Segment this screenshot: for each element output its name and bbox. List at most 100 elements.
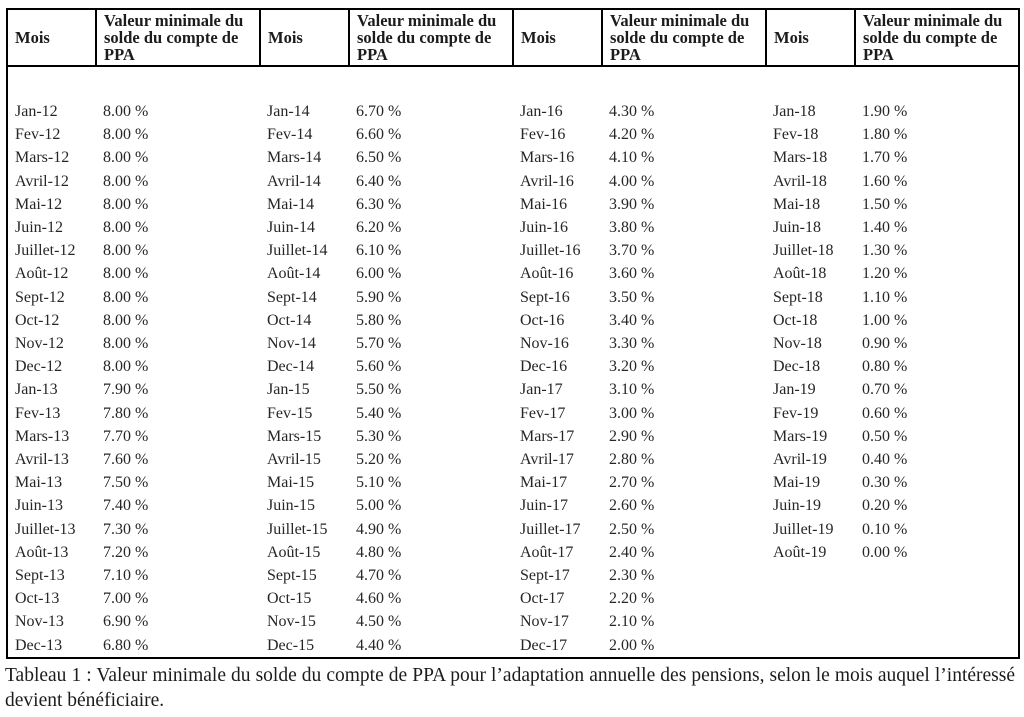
month-cell: Juin-12: [15, 219, 63, 237]
month-cell: Juillet-19: [773, 520, 834, 538]
month-cell: Août-12: [15, 265, 69, 283]
spacer-row: [7, 66, 1019, 100]
value-cell: 4.90 %: [356, 520, 402, 538]
month-cell: Jan-14: [267, 103, 310, 120]
value-cell: 8.00 %: [103, 149, 149, 167]
table-row: Juin-12 8.00 % Juin-14 6.20 % Juin-16 3.80 % J…: [7, 216, 1019, 239]
month-cell: Mars-12: [15, 149, 70, 167]
month-cell: Avril-16: [520, 172, 574, 190]
month-cell: Avril-19: [773, 451, 827, 469]
month-cell: Juillet-18: [773, 242, 834, 260]
month-cell: [766, 610, 855, 633]
month-cell: Mai-14: [267, 195, 315, 213]
month-cell: Sept-12: [15, 288, 65, 306]
value-cell: 3.30 %: [609, 335, 655, 353]
header-mois-3: Mois: [512, 8, 603, 67]
month-cell: Avril-15: [267, 451, 321, 469]
table-row: Mars-12 8.00 % Mars-14 6.50 % Mars-16 4.10 % M…: [7, 146, 1019, 169]
month-cell: Mars-16: [520, 149, 575, 167]
month-cell: Oct-16: [520, 311, 565, 329]
value-cell: 0.00 %: [862, 543, 908, 561]
month-cell: Nov-16: [520, 335, 569, 353]
month-cell: Avril-14: [267, 172, 321, 190]
month-cell: Mars-13: [15, 427, 70, 445]
month-cell: Avril-13: [15, 451, 69, 469]
value-cell: 8.00 %: [103, 195, 149, 213]
table-row: Juillet-12 8.00 % Juillet-14 6.10 % Juillet-…: [7, 239, 1019, 262]
value-cell: 3.10 %: [609, 381, 655, 399]
table-row: Juin-13 7.40 % Juin-15 5.00 % Juin-17 2.60 % J…: [7, 494, 1019, 517]
header-mois-2: Mois: [259, 8, 350, 67]
value-cell: 6.30 %: [356, 195, 402, 213]
value-cell: 4.30 %: [609, 103, 655, 120]
month-cell: Jan-15: [267, 381, 310, 399]
table-row: Mai-12 8.00 % Mai-14 6.30 % Mai-16 3.90 % Mai-…: [7, 193, 1019, 216]
month-cell: Jan-13: [15, 381, 58, 399]
month-cell: Oct-13: [15, 590, 60, 608]
month-cell: Oct-18: [773, 311, 818, 329]
month-cell: Fev-19: [773, 404, 819, 422]
value-cell: 4.40 %: [356, 636, 402, 654]
header-value-3: Valeur minimale du solde du compte de PP…: [601, 8, 767, 67]
value-cell: 7.70 %: [103, 427, 149, 445]
value-cell: 6.20 %: [356, 219, 402, 237]
value-cell: 1.20 %: [862, 265, 908, 283]
value-cell: 2.00 %: [609, 636, 655, 654]
value-cell: 4.00 %: [609, 172, 655, 190]
month-cell: Oct-15: [267, 590, 312, 608]
month-cell: Mars-15: [267, 427, 322, 445]
value-cell: 0.20 %: [862, 497, 908, 515]
value-cell: 0.10 %: [862, 520, 908, 538]
month-cell: Sept-13: [15, 567, 65, 585]
table-row: Oct-12 8.00 % Oct-14 5.80 % Oct-16 3.40 % Oct-…: [7, 309, 1019, 332]
month-cell: Oct-12: [15, 311, 60, 329]
value-cell: 6.10 %: [356, 242, 402, 260]
value-cell: 7.40 %: [103, 497, 149, 515]
value-cell: 2.60 %: [609, 497, 655, 515]
header-mois-1: Mois: [6, 8, 97, 67]
value-cell: 3.20 %: [609, 358, 655, 376]
month-cell: Nov-14: [267, 335, 316, 353]
month-cell: Juillet-13: [15, 520, 76, 538]
month-cell: Mars-18: [773, 149, 828, 167]
month-cell: [766, 587, 855, 610]
value-cell: 7.20 %: [103, 543, 149, 561]
month-cell: Août-13: [15, 543, 69, 561]
header-value-4: Valeur minimale du solde du compte de PP…: [854, 8, 1020, 67]
value-cell: 8.00 %: [103, 103, 149, 120]
month-cell: Dec-16: [520, 358, 568, 376]
value-cell: 4.10 %: [609, 149, 655, 167]
month-cell: Dec-15: [267, 636, 315, 654]
value-cell: 0.40 %: [862, 451, 908, 469]
month-cell: Mars-19: [773, 427, 828, 445]
value-cell: 2.40 %: [609, 543, 655, 561]
table-row: Sept-12 8.00 % Sept-14 5.90 % Sept-16 3.50 % S…: [7, 286, 1019, 309]
value-cell: 1.70 %: [862, 149, 908, 167]
value-cell: 2.70 %: [609, 474, 655, 492]
value-cell: 5.00 %: [356, 497, 402, 515]
value-cell: 7.00 %: [103, 590, 149, 608]
table-row: Avril-13 7.60 % Avril-15 5.20 % Avril-17 2.80…: [7, 448, 1019, 471]
month-cell: Sept-16: [520, 288, 570, 306]
value-cell: 4.60 %: [356, 590, 402, 608]
value-cell: 3.60 %: [609, 265, 655, 283]
header-row: Mois Valeur minimale du solde du compte …: [6, 8, 1020, 67]
month-cell: Sept-15: [267, 567, 317, 585]
value-cell: 7.60 %: [103, 451, 149, 469]
table-row: Oct-13 7.00 % Oct-15 4.60 % Oct-17 2.20 %: [7, 587, 1019, 610]
value-cell: 4.70 %: [356, 567, 402, 585]
value-cell: 1.50 %: [862, 195, 908, 213]
month-cell: Mai-19: [773, 474, 821, 492]
month-cell: Août-14: [267, 265, 321, 283]
month-cell: Sept-17: [520, 567, 570, 585]
month-cell: Mai-17: [520, 474, 568, 492]
value-cell: 3.00 %: [609, 404, 655, 422]
value-cell: 4.20 %: [609, 126, 655, 144]
value-cell: 1.10 %: [862, 288, 908, 306]
month-cell: Jan-19: [773, 381, 816, 399]
month-cell: Avril-18: [773, 172, 827, 190]
value-cell: 1.80 %: [862, 126, 908, 144]
table-row: Dec-12 8.00 % Dec-14 5.60 % Dec-16 3.20 % Dec-…: [7, 355, 1019, 378]
month-cell: Dec-14: [267, 358, 315, 376]
value-cell: 5.70 %: [356, 335, 402, 353]
